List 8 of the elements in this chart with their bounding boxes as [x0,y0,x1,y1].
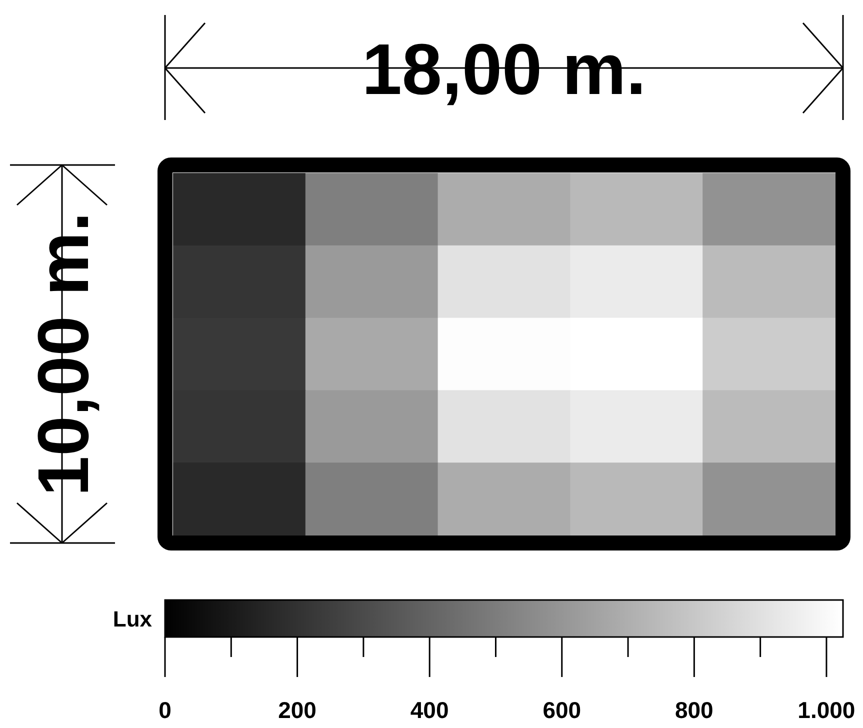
color-bar-label: 800 [674,697,714,723]
color-bar-label: 200 [278,697,316,723]
color-bar-label: 1.000 [798,697,856,723]
color-bar-label: 600 [542,697,582,723]
color-bar-title: Lux [112,606,153,632]
color-bar-label: 0 [158,697,172,723]
text: 10,00 m. [24,212,104,496]
color-bar-label: 400 [410,697,449,723]
